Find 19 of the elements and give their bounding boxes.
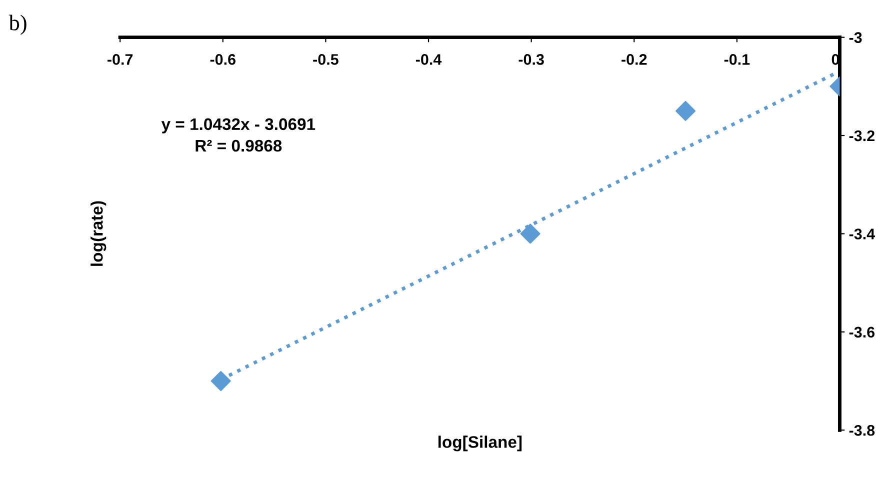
y-tick-label: -3 [849, 32, 862, 44]
point [210, 371, 231, 392]
point [676, 100, 696, 121]
x-tick-label: -0.7 [108, 54, 133, 65]
x-tick-label: -0.1 [724, 54, 750, 65]
x-tick-label: -0.4 [416, 54, 442, 65]
y-tick-label: -3.6 [849, 326, 875, 338]
x-tick-label: -0.3 [518, 54, 544, 65]
x-tick-label: -0.6 [210, 54, 236, 65]
text: b) [8, 14, 26, 35]
annotation: y = 1.0432x - 3.0691 R² = 0.9868 [161, 118, 316, 152]
y-tick-label: -3.2 [849, 130, 874, 142]
x-tick-label: -0.2 [622, 54, 647, 65]
y-tick-label: -3.8 [849, 424, 875, 436]
point [520, 224, 540, 244]
y-axis-title: log(rate) [90, 201, 106, 266]
x-tick-label: -0.5 [313, 54, 338, 65]
x-axis-title: log[Silane] [438, 436, 522, 452]
y-tick-label: -3.4 [849, 228, 876, 240]
